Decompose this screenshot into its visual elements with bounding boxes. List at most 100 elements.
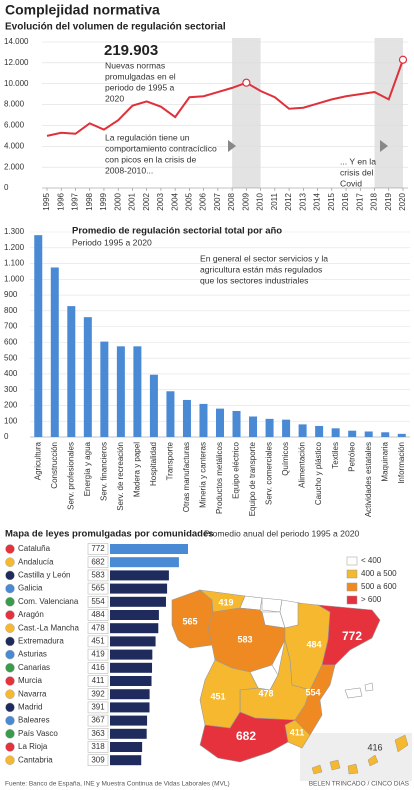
- y-tick-label: 1.000: [4, 274, 25, 283]
- annotation-headline: 219.903: [104, 42, 158, 59]
- map-value: 583: [237, 634, 252, 644]
- value-label: 318: [91, 742, 105, 751]
- row-label: Asturias: [18, 650, 47, 659]
- row-label: La Rioja: [18, 742, 48, 751]
- value-box: [87, 675, 109, 687]
- y-tick-label: 10.000: [4, 79, 29, 88]
- legend-swatch: [346, 569, 358, 579]
- x-tick-label: Serv. de recreación: [116, 442, 125, 511]
- bar: [149, 374, 158, 437]
- row-label: Galicia: [18, 584, 43, 593]
- page-title: Complejidad normativa: [5, 2, 160, 18]
- x-tick-label: Información: [397, 442, 406, 484]
- region-cataluna: [317, 604, 381, 666]
- value-box: [87, 582, 109, 595]
- x-tick-label: Petróleo: [347, 441, 356, 471]
- region-canarias: [311, 734, 409, 775]
- value-box: [87, 727, 109, 740]
- arrow: [380, 140, 388, 152]
- flag: [5, 689, 15, 699]
- bar: [232, 410, 241, 437]
- region-baleares: [364, 682, 374, 692]
- annotation-text: con picos en la crisis de: [105, 154, 196, 164]
- x-tick-label: Minería y canteras: [199, 442, 208, 508]
- bar: [182, 399, 191, 437]
- y-tick-label: 700: [4, 322, 18, 331]
- value-box: [87, 556, 109, 569]
- x-tick-label: Equipo de transporte: [248, 441, 257, 516]
- x-tick-label: Químicos: [281, 442, 290, 476]
- annotation-text: que los sectores industriales: [200, 275, 308, 285]
- bar: [110, 570, 169, 581]
- x-tick-label: Productos metálicos: [215, 442, 224, 514]
- x-tick-label: Agricultura: [33, 441, 42, 480]
- bar: [282, 419, 291, 437]
- x-tick-label: Alimentación: [298, 442, 307, 488]
- row-label: Com. Valenciana: [18, 597, 79, 606]
- flag: [5, 649, 15, 660]
- x-tick-label: 2008: [227, 192, 236, 210]
- row-label: Canarias: [18, 663, 50, 672]
- y-tick-label: 200: [4, 401, 18, 410]
- annotation-text: crisis del: [340, 167, 374, 177]
- x-tick-label: Maquinaria: [380, 441, 389, 481]
- credit: BELÉN TRINCADO / CINCO DÍAS: [309, 779, 410, 788]
- value-label: 309: [91, 755, 105, 764]
- map-value: 416: [367, 742, 382, 752]
- x-tick-label: Serv. financieros: [99, 442, 108, 501]
- x-tick-label: Otras manufacturas: [182, 442, 191, 512]
- bar: [50, 267, 59, 437]
- annotation-text: promulgadas en el: [105, 71, 176, 81]
- x-tick-label: 1997: [71, 192, 80, 210]
- line-series: [46, 59, 404, 137]
- map-value: 772: [342, 629, 362, 643]
- x-tick-label: 2015: [327, 192, 336, 210]
- x-tick-label: 1999: [99, 192, 108, 210]
- x-tick-label: Madera y papel: [133, 442, 142, 497]
- flag: [5, 583, 15, 594]
- bar: [110, 583, 168, 594]
- flag: [5, 570, 15, 581]
- row-label: Cataluña: [18, 544, 51, 553]
- spain-map: 419 565 583 484 772 451 478 554 682 411 …: [171, 589, 412, 781]
- flag: [5, 702, 15, 713]
- flag: [5, 729, 15, 739]
- bar: [110, 557, 179, 568]
- island: [347, 763, 359, 775]
- x-tick-label: Caucho y plástico: [314, 441, 323, 505]
- value-label: 363: [91, 729, 105, 738]
- chart-title: Promedio de regulación sectorial total p…: [72, 226, 282, 237]
- bar: [133, 346, 142, 437]
- annotation-text: agricultura están más regulados: [200, 264, 322, 274]
- value-box: [87, 543, 109, 555]
- flag: [5, 742, 15, 752]
- bar: [110, 636, 156, 647]
- region-castilla-leon: [207, 607, 286, 673]
- annotation-text: comportamiento contracíclico: [105, 143, 217, 153]
- value-label: 392: [91, 689, 105, 698]
- x-tick-label: 2005: [185, 192, 194, 210]
- legend-swatch: [346, 595, 358, 605]
- value-label: 682: [91, 557, 105, 566]
- annotation-text: Covid: [340, 178, 362, 188]
- value-box: [87, 754, 109, 767]
- bar: [110, 544, 188, 554]
- bar: [110, 676, 152, 686]
- flag: [5, 755, 15, 765]
- bar: [116, 346, 125, 437]
- map-value: 478: [258, 688, 273, 698]
- value-label: 772: [91, 544, 105, 553]
- map-value: 682: [236, 729, 256, 743]
- x-tick-label: 2003: [156, 192, 165, 210]
- row-label: Extremadura: [18, 637, 64, 646]
- x-tick-label: 2000: [113, 192, 122, 210]
- row-label: Madrid: [18, 703, 42, 712]
- value-box: [87, 688, 109, 701]
- row-label: Navarra: [18, 689, 47, 698]
- x-tick-label: Transporte: [166, 441, 175, 480]
- bar: [110, 623, 159, 634]
- x-tick-label: 2018: [370, 192, 379, 210]
- value-label: 391: [91, 703, 105, 712]
- flag: [5, 676, 15, 686]
